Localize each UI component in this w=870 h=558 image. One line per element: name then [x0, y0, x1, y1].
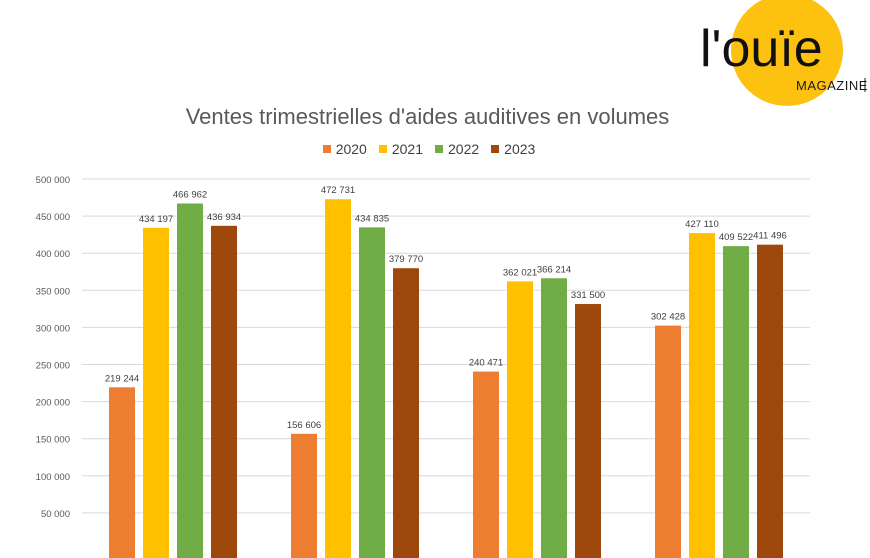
bar-2021 [143, 227, 169, 558]
y-tick-label: 500 000 [36, 175, 70, 186]
chart-title: Ventes trimestrielles d'aides auditives … [185, 104, 670, 129]
bar-2022 [723, 246, 749, 558]
bar-2022 [541, 278, 567, 558]
y-tick-label: 450 000 [36, 212, 70, 223]
y-tick-label: 350 000 [36, 286, 70, 297]
data-label: 436 934 [207, 212, 241, 223]
legend-swatch [322, 145, 331, 153]
data-label: 240 471 [469, 358, 503, 369]
legend-item-2021: 2021 [378, 141, 423, 157]
data-label: 466 962 [173, 190, 207, 201]
logo: l'ouïe MAGAZINE [700, 0, 868, 106]
legend-swatch [435, 145, 443, 153]
bar-2020 [291, 433, 317, 558]
bar-2020 [109, 387, 135, 558]
data-label: 434 835 [355, 213, 389, 224]
data-label: 219 244 [105, 373, 139, 384]
legend-label: 2021 [391, 141, 423, 157]
legend-item-2023: 2023 [491, 141, 535, 157]
legend: 2020 2021 2022 2023 [0, 141, 858, 157]
bar-2020 [655, 325, 681, 558]
data-label: 379 770 [389, 254, 423, 265]
legend-item-2022: 2022 [435, 141, 479, 157]
legend-label: 2023 [504, 141, 536, 157]
bar-2022 [177, 203, 203, 558]
y-tick-label: 300 000 [36, 323, 70, 334]
y-tick-label: 200 000 [36, 398, 70, 409]
y-tick-label: 250 000 [36, 361, 70, 372]
legend-swatch [491, 145, 500, 153]
data-label: 409 522 [719, 232, 753, 243]
data-label: 366 214 [537, 264, 571, 275]
bar-2023 [393, 268, 419, 558]
logo-word: l'ouïe [700, 20, 823, 78]
bar-2021 [689, 233, 715, 558]
bar-2023 [575, 304, 601, 558]
bar-2023 [211, 225, 237, 558]
bar-2021 [325, 199, 351, 558]
y-tick-label: 100 000 [36, 472, 70, 483]
data-label: 331 500 [571, 290, 605, 301]
data-label: 472 731 [321, 185, 355, 196]
legend-item-2020: 2020 [322, 141, 367, 157]
bar-2023 [757, 244, 783, 558]
data-label: 302 428 [651, 312, 685, 323]
data-label: 156 606 [287, 420, 321, 431]
bar-2020 [473, 371, 499, 558]
data-label: 427 110 [685, 219, 719, 230]
y-tick-label: 400 000 [36, 249, 70, 260]
data-label: 434 197 [139, 214, 173, 225]
y-tick-label: 150 000 [36, 435, 70, 446]
legend-swatch [378, 145, 387, 153]
data-label: 411 496 [753, 231, 787, 242]
legend-label: 2022 [448, 141, 480, 157]
logo-subtitle: MAGAZINE [796, 78, 868, 93]
logo-circle [731, 0, 843, 106]
bar-2022 [359, 227, 385, 558]
y-tick-label: 50 000 [41, 509, 70, 520]
legend-label: 2020 [335, 141, 367, 157]
data-label: 362 021 [503, 267, 537, 278]
bar-2021 [507, 281, 533, 558]
